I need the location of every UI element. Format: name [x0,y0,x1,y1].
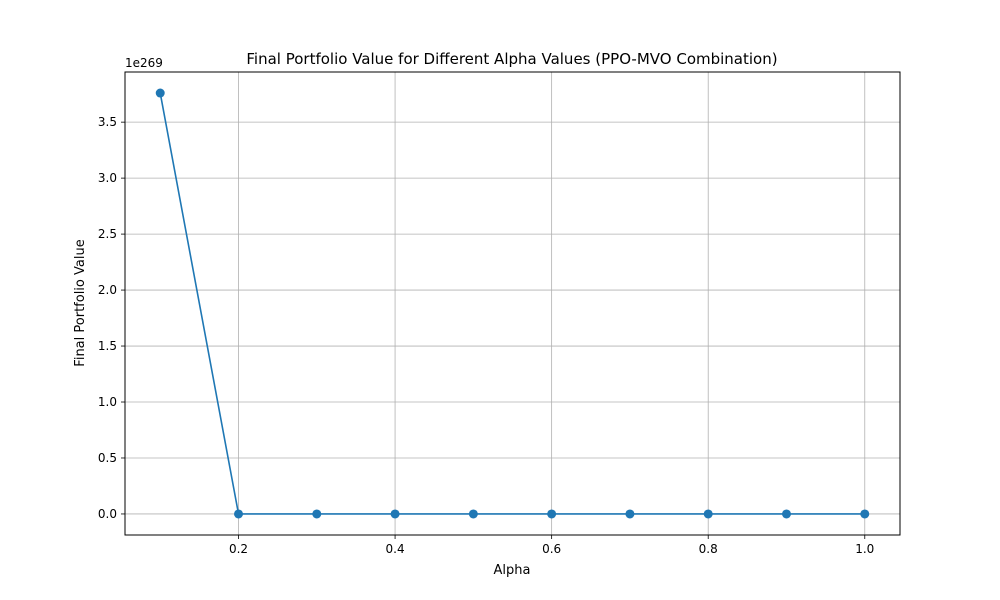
data-point [547,509,557,519]
data-point [155,88,165,98]
y-tick-label: 1.5 [98,339,117,353]
y-tick-label: 3.5 [98,115,117,129]
data-point [390,509,400,519]
y-axis-ticks: 0.0 0.5 1.0 1.5 2.0 2.5 3.0 3.5 [98,115,125,521]
series-line [159,92,865,515]
data-point [234,509,244,519]
x-tick-label: 0.8 [699,542,718,556]
y-axis-label: Final Portfolio Value [73,239,88,366]
x-tick-label: 0.4 [386,542,405,556]
chart-title: Final Portfolio Value for Different Alph… [246,50,777,68]
plot-area-frame [124,71,901,536]
data-point [703,509,713,519]
data-point [625,509,635,519]
y-tick-label: 0.0 [98,507,117,521]
y-tick-label: 2.5 [98,227,117,241]
data-points [155,88,870,519]
x-tick-label: 0.2 [229,542,248,556]
grid [125,72,900,535]
x-axis-label: Alpha [494,563,531,578]
x-tick-label: 0.6 [542,542,561,556]
data-point [468,509,478,519]
x-tick-label: 1.0 [855,542,874,556]
data-point [781,509,791,519]
y-tick-label: 1.0 [98,395,117,409]
series-line-layer [159,92,865,515]
y-tick-label: 3.0 [98,171,117,185]
y-tick-label: 0.5 [98,451,117,465]
data-point [860,509,870,519]
y-axis-offset-label: 1e269 [125,56,163,70]
y-tick-label: 2.0 [98,283,117,297]
data-point [312,509,322,519]
x-axis-ticks: 0.2 0.4 0.6 0.8 1.0 [229,535,874,556]
